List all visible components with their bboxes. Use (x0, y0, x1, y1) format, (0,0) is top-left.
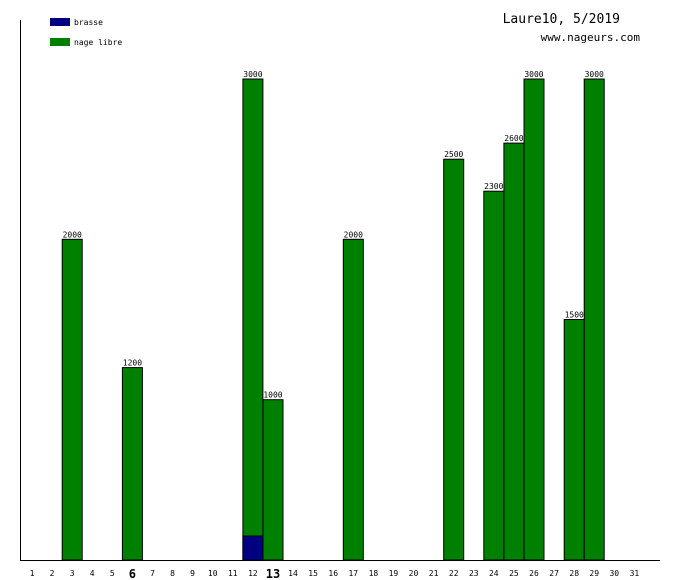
x-tick-label-17: 17 (348, 569, 358, 578)
x-tick-label-4: 4 (90, 569, 95, 578)
chart-axes (20, 20, 660, 561)
x-tick-label-29: 29 (589, 569, 599, 578)
bar-value-label-day-29: 3000 (585, 70, 604, 79)
bar-value-label-day-13: 1000 (263, 391, 282, 400)
x-tick-label-15: 15 (308, 569, 318, 578)
x-tick-label-8: 8 (170, 569, 175, 578)
x-tick-label-12: 12 (248, 569, 258, 578)
x-tick-label-6: 6 (129, 567, 136, 580)
chart-subtitle: www.nageurs.com (541, 31, 641, 44)
x-tick-label-16: 16 (328, 569, 338, 578)
chart-x-ticks: 1 2 3 4 5 6 7 8 9 10 11 12 13 14 15 16 17 18 19 20 21 22 23 24 2… (30, 567, 640, 580)
bar-nage-libre-day-3 (61, 238, 83, 561)
bar-nage-libre-day-25 (503, 142, 525, 561)
chart-bar-labels: 2000 1200 3000 1000 2000 2500 2300 2600 3000 1500… (63, 70, 604, 400)
bar-value-label-day-25: 2600 (504, 134, 523, 143)
legend-label-brasse: brasse (74, 18, 103, 27)
x-tick-label-7: 7 (150, 569, 155, 578)
x-tick-label-31: 31 (630, 569, 640, 578)
x-tick-label-11: 11 (228, 569, 238, 578)
bar-value-label-day-17: 2000 (344, 230, 363, 239)
chart-title: Laure10, 5/2019 (503, 12, 620, 27)
bar-nage-libre-day-12 (242, 78, 264, 561)
bar-nage-libre-day-29 (583, 78, 605, 561)
legend-swatch-nage-libre (50, 38, 70, 46)
x-tick-label-5: 5 (110, 569, 115, 578)
bar-nage-libre-day-24 (483, 190, 505, 561)
x-tick-label-1: 1 (30, 569, 35, 578)
bar-nage-libre-day-28 (563, 319, 585, 561)
x-tick-label-21: 21 (429, 569, 439, 578)
bar-value-label-day-28: 1500 (565, 311, 584, 320)
x-tick-label-24: 24 (489, 569, 499, 578)
legend-label-nage-libre: nage libre (74, 38, 122, 47)
bar-brasse-day-12 (242, 535, 264, 561)
chart-legend: brasse nage libre (50, 18, 122, 47)
bar-value-label-day-12: 3000 (243, 70, 262, 79)
x-tick-label-13: 13 (266, 567, 280, 580)
x-tick-label-30: 30 (609, 569, 619, 578)
bar-value-label-day-3: 2000 (63, 230, 82, 239)
x-tick-label-23: 23 (469, 569, 479, 578)
chart-bars (61, 78, 605, 561)
x-tick-label-3: 3 (70, 569, 75, 578)
bar-nage-libre-day-26 (523, 78, 545, 561)
x-tick-label-10: 10 (208, 569, 218, 578)
bar-value-label-day-22: 2500 (444, 150, 463, 159)
x-tick-label-28: 28 (569, 569, 579, 578)
x-tick-label-2: 2 (50, 569, 55, 578)
x-tick-label-9: 9 (190, 569, 195, 578)
bar-nage-libre-day-17 (342, 238, 364, 561)
x-tick-label-22: 22 (449, 569, 459, 578)
bar-value-label-day-6: 1200 (123, 359, 142, 368)
bar-value-label-day-26: 3000 (524, 70, 543, 79)
x-tick-label-26: 26 (529, 569, 539, 578)
bar-value-label-day-24: 2300 (484, 182, 503, 191)
bar-nage-libre-day-6 (121, 367, 143, 561)
bar-nage-libre-day-22 (443, 158, 465, 561)
x-tick-label-19: 19 (389, 569, 399, 578)
x-tick-label-20: 20 (409, 569, 419, 578)
x-tick-label-25: 25 (509, 569, 519, 578)
legend-swatch-brasse (50, 18, 70, 26)
x-tick-label-27: 27 (549, 569, 559, 578)
x-tick-label-14: 14 (288, 569, 298, 578)
bar-nage-libre-day-13 (262, 399, 284, 561)
x-tick-label-18: 18 (369, 569, 379, 578)
